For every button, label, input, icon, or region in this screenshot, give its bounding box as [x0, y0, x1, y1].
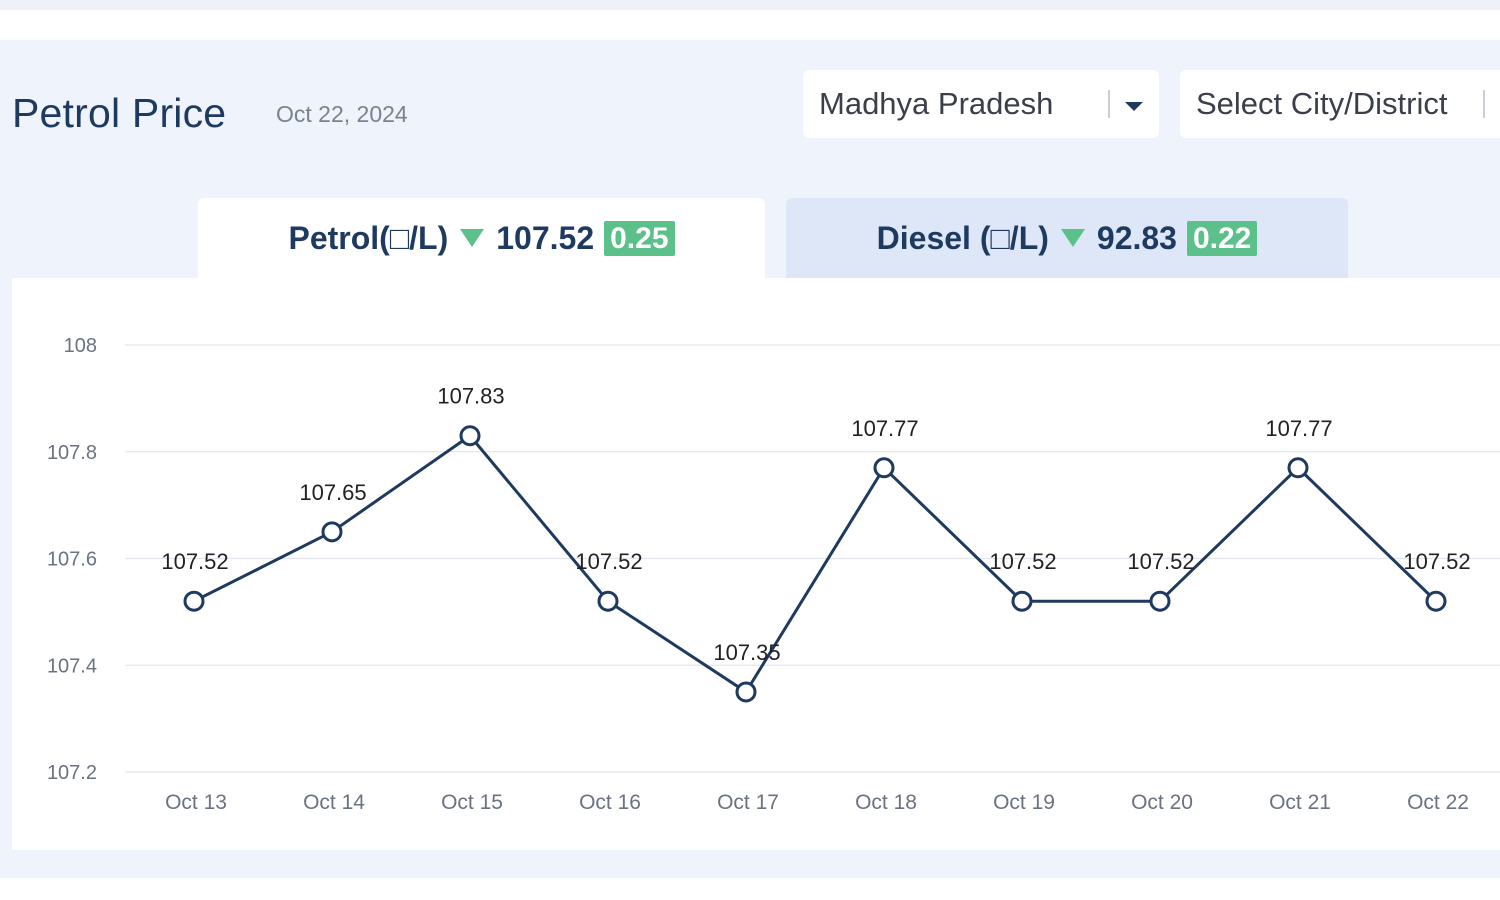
x-tick-label: Oct 22 — [1407, 791, 1469, 814]
state-select[interactable]: Madhya Pradesh — [803, 70, 1159, 138]
data-point — [1425, 590, 1447, 612]
data-label: 107.52 — [1127, 549, 1194, 574]
data-label: 107.77 — [851, 416, 918, 441]
x-tick-label: Oct 14 — [303, 791, 365, 814]
x-tick-label: Oct 20 — [1131, 791, 1193, 814]
data-label: 107.52 — [1403, 549, 1470, 574]
tab-diesel-price: 92.83 — [1096, 219, 1177, 256]
price-line-chart: 108 107.8 107.6 107.4 107.2 Oct 13 Oct 14 Oct 1… — [47, 335, 1500, 814]
data-point — [321, 521, 343, 543]
x-tick-label: Oct 16 — [579, 791, 641, 814]
data-point — [1011, 590, 1033, 612]
tab-diesel-change-badge: 0.22 — [1186, 220, 1258, 256]
x-tick-label: Oct 18 — [855, 791, 917, 814]
select-divider — [1108, 90, 1110, 118]
x-tick-label: Oct 15 — [441, 791, 503, 814]
data-point — [597, 590, 619, 612]
city-select[interactable]: Select City/District — [1180, 70, 1500, 138]
y-tick-label: 107.4 — [47, 655, 97, 677]
price-date: Oct 22, 2024 — [276, 101, 408, 127]
data-label: 107.52 — [989, 549, 1056, 574]
series-line — [193, 434, 1438, 694]
state-select-value: Madhya Pradesh — [819, 86, 1054, 121]
data-label: 107.83 — [437, 384, 504, 409]
data-label: 107.35 — [713, 640, 780, 665]
price-down-icon — [1060, 229, 1085, 247]
data-point — [459, 425, 481, 447]
tab-diesel-label: Diesel (□/L) — [876, 219, 1049, 256]
data-point — [1149, 590, 1171, 612]
tab-diesel[interactable]: Diesel (□/L) 92.83 0.22 — [786, 198, 1348, 278]
data-point — [1287, 457, 1309, 479]
data-point — [873, 457, 895, 479]
y-tick-label: 108 — [64, 335, 97, 357]
bottom-strip — [0, 878, 1500, 900]
city-select-placeholder: Select City/District — [1196, 86, 1448, 121]
x-tick-label: Oct 21 — [1269, 791, 1331, 814]
x-tick-label: Oct 13 — [165, 791, 227, 814]
tab-petrol-label: Petrol(□/L) — [288, 219, 449, 256]
data-point — [735, 681, 757, 703]
select-divider — [1483, 90, 1485, 118]
x-tick-label: Oct 17 — [717, 791, 779, 814]
tab-petrol-change-badge: 0.25 — [604, 220, 675, 256]
tab-petrol-price: 107.52 — [496, 219, 595, 256]
data-label: 107.52 — [161, 549, 228, 574]
data-point — [183, 590, 205, 612]
y-tick-label: 107.8 — [47, 442, 97, 464]
data-label: 107.65 — [299, 480, 366, 505]
data-label: 107.52 — [575, 549, 642, 574]
x-tick-label: Oct 19 — [993, 791, 1055, 814]
chart-card: 108 107.8 107.6 107.4 107.2 Oct 13 Oct 14 Oct 1… — [12, 278, 1500, 850]
price-down-icon — [460, 229, 485, 247]
chevron-down-icon[interactable] — [1125, 102, 1143, 111]
y-tick-label: 107.6 — [47, 549, 97, 571]
page-title: Petrol Price — [12, 90, 227, 136]
tab-petrol[interactable]: Petrol(□/L) 107.52 0.25 — [198, 198, 765, 278]
y-tick-label: 107.2 — [47, 762, 97, 784]
data-label: 107.77 — [1265, 416, 1332, 441]
top-strip — [0, 0, 1500, 10]
